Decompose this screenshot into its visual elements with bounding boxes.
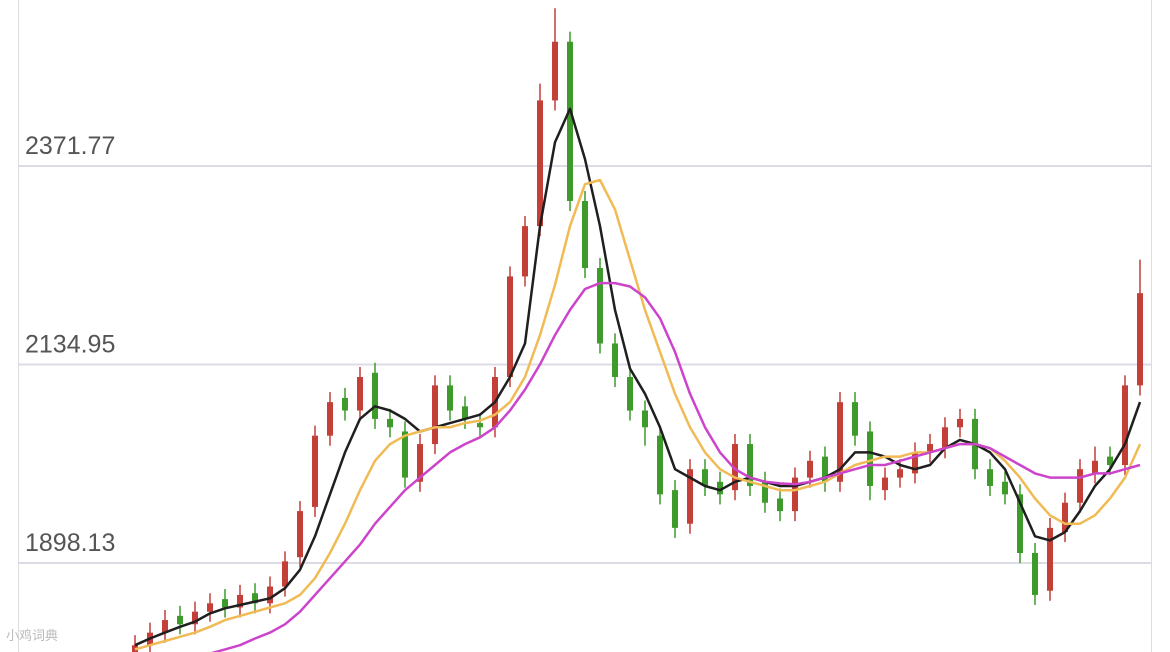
candle-body bbox=[192, 611, 198, 625]
candle-body bbox=[462, 406, 468, 419]
candle-body bbox=[927, 444, 933, 453]
candle-body bbox=[1137, 293, 1143, 386]
candle-body bbox=[447, 385, 453, 411]
candle-body bbox=[1092, 460, 1098, 474]
candle-body bbox=[432, 385, 438, 445]
candle-body bbox=[417, 444, 423, 482]
candle-body bbox=[867, 431, 873, 486]
candle-body bbox=[627, 377, 633, 411]
candle-body bbox=[702, 469, 708, 486]
candle-body bbox=[207, 603, 213, 612]
candle-body bbox=[837, 402, 843, 482]
candle-body bbox=[1122, 385, 1128, 466]
candle-body bbox=[912, 452, 918, 474]
candle-body bbox=[597, 268, 603, 344]
candle-body bbox=[792, 477, 798, 512]
candle-body bbox=[717, 481, 723, 495]
candle-body bbox=[957, 418, 963, 428]
candle-body bbox=[477, 423, 483, 428]
candle-body bbox=[642, 410, 648, 428]
candle-body bbox=[357, 377, 363, 411]
candle-body bbox=[582, 200, 588, 269]
candle-body bbox=[252, 593, 258, 604]
candle-body bbox=[762, 481, 768, 503]
candle-body bbox=[327, 402, 333, 436]
candle-body bbox=[267, 586, 273, 604]
y-tick-label: 2134.95 bbox=[25, 330, 115, 358]
candle-body bbox=[687, 469, 693, 524]
candle-body bbox=[897, 469, 903, 478]
candle-body bbox=[1062, 502, 1068, 533]
candle-body bbox=[1002, 481, 1008, 495]
candle-body bbox=[177, 615, 183, 625]
candle-body bbox=[612, 343, 618, 378]
candle-body bbox=[1107, 456, 1113, 466]
candle-body bbox=[672, 490, 678, 528]
candle-body bbox=[1017, 494, 1023, 554]
moving-average-line bbox=[211, 281, 1141, 652]
candle-body bbox=[942, 427, 948, 449]
candle-body bbox=[402, 431, 408, 478]
candle-body bbox=[747, 444, 753, 486]
candle-body bbox=[882, 477, 888, 491]
candle-body bbox=[852, 402, 858, 436]
watermark: 小鸡词典 bbox=[6, 628, 58, 643]
y-tick-label: 1898.13 bbox=[25, 529, 115, 557]
candle-body bbox=[807, 460, 813, 478]
candle-body bbox=[387, 418, 393, 428]
candle-body bbox=[507, 276, 513, 378]
candle-body bbox=[777, 498, 783, 512]
y-tick-label: 2371.77 bbox=[25, 132, 115, 160]
candle-body bbox=[1077, 469, 1083, 503]
candle-body bbox=[282, 561, 288, 587]
candle-body bbox=[567, 41, 573, 201]
candle-body bbox=[522, 226, 528, 277]
candle-body bbox=[297, 511, 303, 558]
candle-body bbox=[342, 397, 348, 411]
candle-body bbox=[372, 372, 378, 419]
candle-body bbox=[657, 435, 663, 495]
candle-body bbox=[552, 41, 558, 101]
candle-body bbox=[222, 599, 228, 608]
candle-body bbox=[237, 594, 243, 608]
candle-body bbox=[822, 456, 828, 482]
candle-body bbox=[1047, 527, 1053, 591]
candle-body bbox=[162, 620, 168, 633]
candle-body bbox=[987, 469, 993, 486]
candle-body bbox=[312, 435, 318, 507]
candle-body bbox=[537, 100, 543, 227]
candle-body bbox=[732, 444, 738, 491]
candle-body bbox=[1032, 553, 1038, 595]
